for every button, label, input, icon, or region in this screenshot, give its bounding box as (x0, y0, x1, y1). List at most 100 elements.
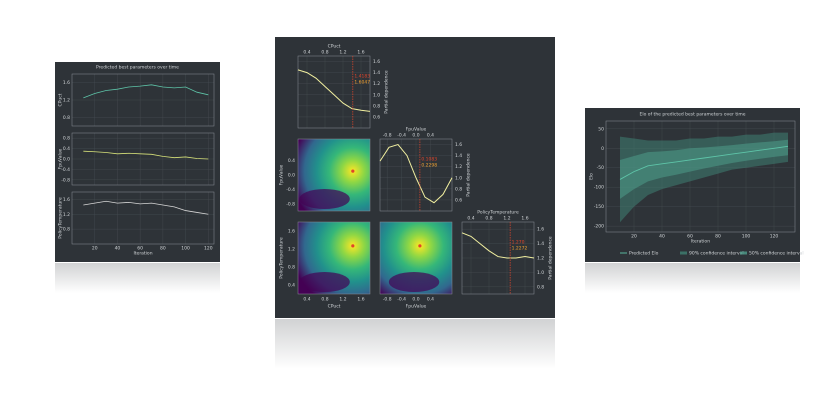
x-tick-label: 40 (115, 246, 121, 252)
y-tick-label: -0.8 (286, 201, 295, 207)
y-tick-label: 0.0 (63, 157, 70, 163)
dependence-line (379, 143, 453, 204)
x-tick-label: 0.4 (303, 50, 310, 56)
legend-label: 90% confidence interval (689, 251, 744, 257)
y-tick-label: 0.6 (455, 197, 462, 203)
y-tick-label: 1.0 (455, 175, 462, 181)
x-tick-label: 60 (687, 234, 693, 240)
x-tick-label: 20 (92, 246, 98, 252)
y-axis-label: FpuValue (58, 148, 64, 169)
y-tick-label: 0.8 (373, 103, 380, 109)
chart-title: Elo of the predicted best parameters ove… (640, 112, 746, 118)
axes-frame (605, 120, 796, 233)
x-tick-label: 0.0 (412, 297, 419, 303)
y-axis-label: PolicyTemperature (58, 197, 64, 239)
marker-label: 1.4183 (354, 74, 370, 80)
x-tick-label: 1.2 (503, 216, 510, 222)
y-axis-label: Partial dependence (384, 70, 390, 114)
x-axis-label: CPuct (328, 44, 341, 50)
series-line (619, 145, 789, 180)
x-tick-label: 0.8 (321, 297, 328, 303)
x-axis-label: Iteration (691, 239, 710, 245)
y-tick-label: 1.2 (63, 212, 70, 218)
x-tick-label: -0.4 (397, 297, 406, 303)
confidence-band (620, 139, 788, 199)
y-tick-label: 1.2 (63, 98, 70, 104)
y-axis-label: PolicyTemperature (279, 237, 285, 279)
x-tick-label: 80 (715, 234, 721, 240)
y-tick-label: -50 (597, 165, 604, 171)
x-tick-label: 0.0 (412, 133, 419, 139)
x-tick-label: 40 (659, 234, 665, 240)
axes-frame (379, 221, 453, 295)
x-tick-label: 0.4 (303, 297, 310, 303)
y-tick-label: 1.4 (373, 70, 380, 76)
y-tick-label: 1.6 (63, 80, 70, 86)
axes-frame (71, 191, 215, 245)
y-tick-label: 1.2 (455, 164, 462, 170)
y-tick-label: 0 (601, 146, 604, 152)
contour-low (299, 189, 350, 209)
chart-title: Predicted best parameters over time (96, 65, 179, 71)
x-tick-label: 0.8 (485, 216, 492, 222)
x-tick-label: 0.4 (467, 216, 474, 222)
contour-low (299, 272, 350, 292)
y-tick-label: -0.8 (61, 177, 70, 183)
y-tick-label: -100 (594, 185, 604, 191)
best-point (418, 244, 422, 248)
x-axis-label: FpuValue (406, 304, 427, 310)
y-tick-label: 1.0 (537, 270, 544, 276)
best-point (351, 169, 355, 173)
annotation: 1.6047 (354, 80, 370, 86)
x-tick-label: 0.4 (427, 297, 434, 303)
x-tick-label: 20 (631, 234, 637, 240)
axes-frame (71, 73, 215, 127)
x-tick-label: -0.4 (397, 133, 406, 139)
y-tick-label: 0.8 (63, 227, 70, 233)
y-tick-label: 1.2 (373, 81, 380, 87)
y-tick-label: 0.8 (288, 265, 295, 271)
best-point (351, 244, 355, 248)
x-tick-label: 100 (742, 234, 751, 240)
axes-frame (297, 55, 371, 129)
y-axis-label: FpuValue (279, 164, 285, 185)
y-axis-label: Partial dependence (548, 236, 554, 280)
reflection (275, 319, 555, 369)
y-tick-label: 0.8 (455, 186, 462, 192)
annotation: 0.2298 (421, 163, 437, 169)
y-tick-label: 1.6 (537, 227, 544, 233)
y-tick-label: 0.0 (288, 173, 295, 179)
y-axis-label: Elo (589, 173, 595, 180)
x-axis-label: PolicyTemperature (477, 210, 519, 216)
x-tick-label: 1.2 (339, 297, 346, 303)
marker-label: 0.1083 (421, 157, 437, 163)
x-tick-label: -0.8 (383, 297, 392, 303)
annotation: 1.2272 (512, 246, 528, 252)
legend-label: 50% confidence interval (749, 251, 804, 257)
y-tick-label: 1.2 (537, 256, 544, 262)
legend-label: Predicted Elo (629, 251, 659, 257)
x-axis-label: Iteration (133, 251, 152, 257)
y-tick-label: -200 (594, 224, 604, 230)
y-tick-label: 1.2 (288, 247, 295, 253)
y-tick-label: -0.4 (286, 187, 295, 193)
x-axis-label: FpuValue (406, 127, 427, 133)
y-axis-label: CPuct (58, 93, 64, 106)
axes-frame (297, 221, 371, 295)
y-tick-label: 0.4 (63, 146, 70, 152)
x-tick-label: 120 (770, 234, 779, 240)
series-line (83, 200, 209, 215)
y-tick-label: -0.4 (61, 167, 70, 173)
y-tick-label: 1.4 (455, 153, 462, 159)
y-tick-label: 50 (598, 126, 604, 132)
x-axis-label: CPuct (328, 304, 341, 310)
panel-left (55, 62, 220, 262)
x-tick-label: 1.2 (339, 50, 346, 56)
y-tick-label: 0.8 (63, 136, 70, 142)
x-tick-label: 80 (160, 246, 166, 252)
marker-label: 1.270 (512, 240, 525, 246)
dependence-line (461, 232, 535, 259)
y-tick-label: 1.6 (288, 229, 295, 235)
contour-low (388, 272, 440, 292)
